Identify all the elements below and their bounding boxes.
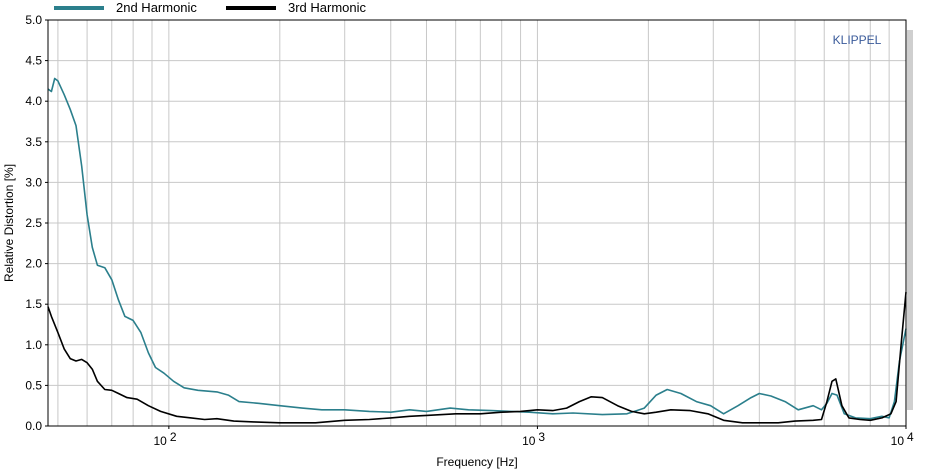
y-tick-label: 2.0 [25, 257, 42, 271]
x-axis-label: Frequency [Hz] [436, 455, 517, 469]
y-tick-label: 5.0 [25, 13, 42, 27]
x-tick-label: 10 [522, 434, 536, 448]
x-tick-exponent: 2 [170, 430, 177, 444]
series-line-second-harmonic [47, 77, 907, 420]
y-tick-label: 0.5 [25, 378, 42, 392]
y-tick-label: 4.5 [25, 54, 42, 68]
legend-label: 2nd Harmonic [116, 0, 197, 15]
y-tick-label: 4.0 [25, 94, 42, 108]
x-tick-exponent: 3 [538, 430, 545, 444]
y-axis-ticks: 0.0 0.5 1.0 1.5 2.0 2.5 3.0 3.5 4.0 4.5 5.0 [25, 13, 48, 433]
klippel-watermark: KLIPPEL [833, 33, 882, 47]
y-tick-label: 2.5 [25, 216, 42, 230]
y-tick-label: 1.5 [25, 297, 42, 311]
y-tick-label: 1.0 [25, 338, 42, 352]
series-line-third-harmonic [47, 291, 907, 424]
y-tick-label: 3.5 [25, 135, 42, 149]
x-tick-label: 10 [891, 434, 905, 448]
legend: 2nd Harmonic 3rd Harmonic [54, 0, 367, 15]
y-axis-label: Relative Distortion [%] [2, 164, 16, 282]
x-tick-exponent: 4 [907, 430, 914, 444]
legend-label: 3rd Harmonic [288, 0, 367, 15]
x-axis-ticks: 10 2 10 3 10 4 [153, 426, 914, 448]
x-tick-label: 10 [153, 434, 167, 448]
grid [48, 20, 906, 426]
series-group [47, 77, 907, 424]
y-tick-label: 0.0 [25, 419, 42, 433]
y-tick-label: 3.0 [25, 175, 42, 189]
